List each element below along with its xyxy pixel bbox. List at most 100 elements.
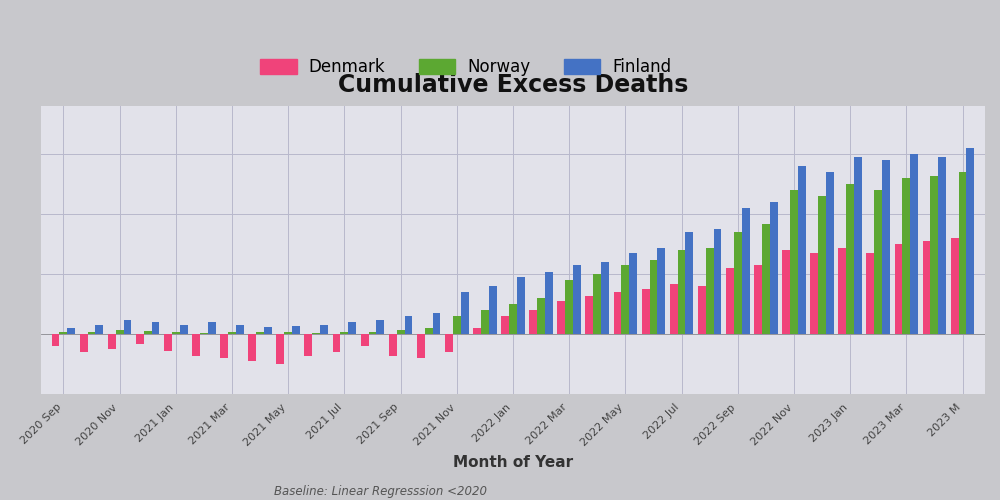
Bar bbox=[910, 154, 918, 334]
Bar bbox=[59, 332, 67, 334]
Bar bbox=[545, 272, 553, 334]
Bar bbox=[461, 292, 469, 335]
Bar bbox=[417, 334, 425, 358]
Bar bbox=[256, 332, 264, 334]
Bar bbox=[164, 334, 172, 351]
Bar bbox=[348, 322, 356, 334]
Bar bbox=[172, 332, 180, 334]
Bar bbox=[236, 325, 244, 334]
Bar bbox=[152, 322, 159, 334]
Bar bbox=[517, 277, 525, 334]
Bar bbox=[80, 334, 88, 352]
Bar bbox=[826, 172, 834, 334]
X-axis label: Month of Year: Month of Year bbox=[453, 455, 573, 470]
Bar bbox=[389, 334, 397, 356]
Bar bbox=[248, 334, 256, 361]
Bar bbox=[573, 265, 581, 334]
Bar bbox=[854, 157, 862, 334]
Bar bbox=[770, 202, 778, 334]
Bar bbox=[650, 260, 657, 334]
Bar bbox=[88, 332, 95, 334]
Bar bbox=[629, 253, 637, 334]
Bar bbox=[798, 166, 806, 334]
Bar bbox=[734, 232, 742, 334]
Bar bbox=[754, 265, 762, 334]
Bar bbox=[938, 157, 946, 334]
Bar bbox=[95, 325, 103, 334]
Bar bbox=[698, 286, 706, 335]
Bar bbox=[136, 334, 144, 344]
Bar bbox=[529, 310, 537, 334]
Bar bbox=[557, 301, 565, 334]
Bar bbox=[312, 333, 320, 334]
Bar bbox=[782, 250, 790, 334]
Bar bbox=[951, 238, 959, 334]
Bar bbox=[276, 334, 284, 364]
Bar bbox=[425, 328, 433, 334]
Bar bbox=[376, 320, 384, 334]
Bar bbox=[685, 232, 693, 334]
Bar bbox=[489, 286, 497, 335]
Bar bbox=[838, 248, 846, 334]
Bar bbox=[818, 196, 826, 334]
Bar bbox=[208, 322, 216, 334]
Bar bbox=[601, 262, 609, 334]
Bar bbox=[108, 334, 116, 349]
Bar bbox=[509, 304, 517, 334]
Bar bbox=[473, 328, 481, 334]
Bar bbox=[714, 229, 721, 334]
Bar bbox=[565, 280, 573, 334]
Bar bbox=[453, 316, 461, 334]
Bar bbox=[340, 332, 348, 334]
Bar bbox=[67, 328, 75, 334]
Bar bbox=[874, 190, 882, 334]
Bar bbox=[846, 184, 854, 334]
Bar bbox=[333, 334, 340, 352]
Bar bbox=[361, 334, 369, 346]
Bar bbox=[895, 244, 902, 334]
Bar bbox=[959, 172, 966, 334]
Bar bbox=[742, 208, 750, 334]
Text: Baseline: Linear Regresssion <2020: Baseline: Linear Regresssion <2020 bbox=[274, 484, 486, 498]
Bar bbox=[585, 296, 593, 335]
Bar bbox=[621, 265, 629, 334]
Bar bbox=[192, 334, 200, 356]
Bar bbox=[284, 332, 292, 334]
Bar bbox=[144, 331, 152, 334]
Bar bbox=[657, 248, 665, 334]
Bar bbox=[706, 248, 714, 334]
Bar bbox=[292, 326, 300, 334]
Bar bbox=[614, 292, 621, 335]
Bar bbox=[902, 178, 910, 334]
Bar bbox=[264, 327, 272, 334]
Bar bbox=[304, 334, 312, 356]
Bar bbox=[790, 190, 798, 334]
Bar bbox=[593, 274, 601, 334]
Bar bbox=[405, 316, 412, 334]
Bar bbox=[882, 160, 890, 334]
Bar bbox=[200, 333, 208, 334]
Bar bbox=[228, 332, 236, 334]
Bar bbox=[397, 330, 405, 334]
Bar bbox=[220, 334, 228, 358]
Title: Cumulative Excess Deaths: Cumulative Excess Deaths bbox=[338, 74, 688, 98]
Bar bbox=[670, 284, 678, 335]
Bar bbox=[433, 313, 440, 334]
Bar bbox=[501, 316, 509, 334]
Bar bbox=[866, 253, 874, 334]
Legend: Denmark, Norway, Finland: Denmark, Norway, Finland bbox=[254, 52, 678, 82]
Bar bbox=[180, 325, 188, 334]
Bar bbox=[726, 268, 734, 334]
Bar bbox=[762, 224, 770, 334]
Bar bbox=[52, 334, 59, 346]
Bar bbox=[124, 320, 131, 334]
Bar bbox=[116, 330, 124, 334]
Bar bbox=[481, 310, 489, 334]
Bar bbox=[810, 253, 818, 334]
Bar bbox=[537, 298, 545, 334]
Bar bbox=[642, 289, 650, 335]
Bar bbox=[923, 241, 930, 334]
Bar bbox=[678, 250, 685, 334]
Bar bbox=[445, 334, 453, 352]
Bar bbox=[320, 325, 328, 334]
